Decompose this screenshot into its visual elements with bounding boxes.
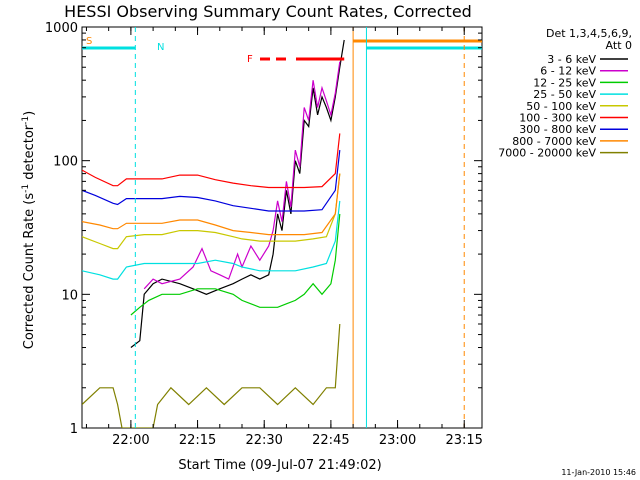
- plot-frame: [81, 26, 483, 429]
- legend-entry-label: 300 - 800 keV: [519, 123, 596, 136]
- series-line-9: [82, 323, 341, 428]
- x-axis: 22:00 22:15 22:30 22:45 23:00 23:15: [85, 27, 483, 448]
- annotation-label: F: [247, 54, 253, 65]
- plot-area: S N F: [81, 26, 483, 429]
- series-line-2: [143, 61, 341, 290]
- legend-entry-label: 12 - 25 keV: [533, 76, 596, 89]
- legend-entry-label: 7000 - 20000 keV: [498, 147, 596, 160]
- x-tick-label: 23:15: [445, 433, 482, 448]
- legend-title: Det 1,3,4,5,6,9,: [546, 27, 632, 40]
- legend-title: Att 0: [606, 39, 632, 52]
- x-tick-label: 22:45: [312, 433, 349, 448]
- series-line-7: [82, 150, 341, 212]
- series-line-3: [130, 213, 341, 316]
- legend-entry-label: 50 - 100 keV: [526, 100, 596, 113]
- x-tick-label: 22:00: [112, 433, 149, 448]
- series-line-1: [130, 39, 345, 348]
- series-line-4: [82, 200, 341, 280]
- x-tick-label: 22:15: [179, 433, 216, 448]
- y-tick-label: 100: [53, 155, 78, 170]
- y-tick-label: 1: [70, 422, 78, 437]
- series-line-5: [82, 173, 341, 250]
- legend-entry-label: 3 - 6 keV: [547, 53, 596, 66]
- legend-entry-label: 6 - 12 keV: [540, 65, 596, 78]
- x-axis-label: Start Time (09-Jul-07 21:49:02): [178, 458, 381, 473]
- footer-timestamp: 11-Jan-2010 15:46: [561, 468, 636, 477]
- y-axis-label: Corrected Count Rate (s-1 detector-1): [21, 111, 37, 349]
- annotation-label: S: [86, 36, 92, 47]
- legend-entry-label: 800 - 7000 keV: [512, 135, 596, 148]
- x-tick-label: 22:30: [245, 433, 282, 448]
- x-tick-label: 23:00: [379, 433, 416, 448]
- series-group: [82, 27, 482, 428]
- y-tick-label: 1000: [45, 21, 78, 36]
- chart-title: HESSI Observing Summary Count Rates, Cor…: [64, 2, 472, 21]
- legend-entry-label: 100 - 300 keV: [519, 112, 596, 125]
- series-line-8: [82, 173, 341, 236]
- y-axis: 1 10 100 1000: [45, 21, 482, 437]
- series-line-6: [82, 133, 341, 189]
- y-tick-label: 10: [61, 288, 78, 303]
- annotation-label: N: [157, 42, 164, 53]
- legend-entry-label: 25 - 50 keV: [533, 88, 596, 101]
